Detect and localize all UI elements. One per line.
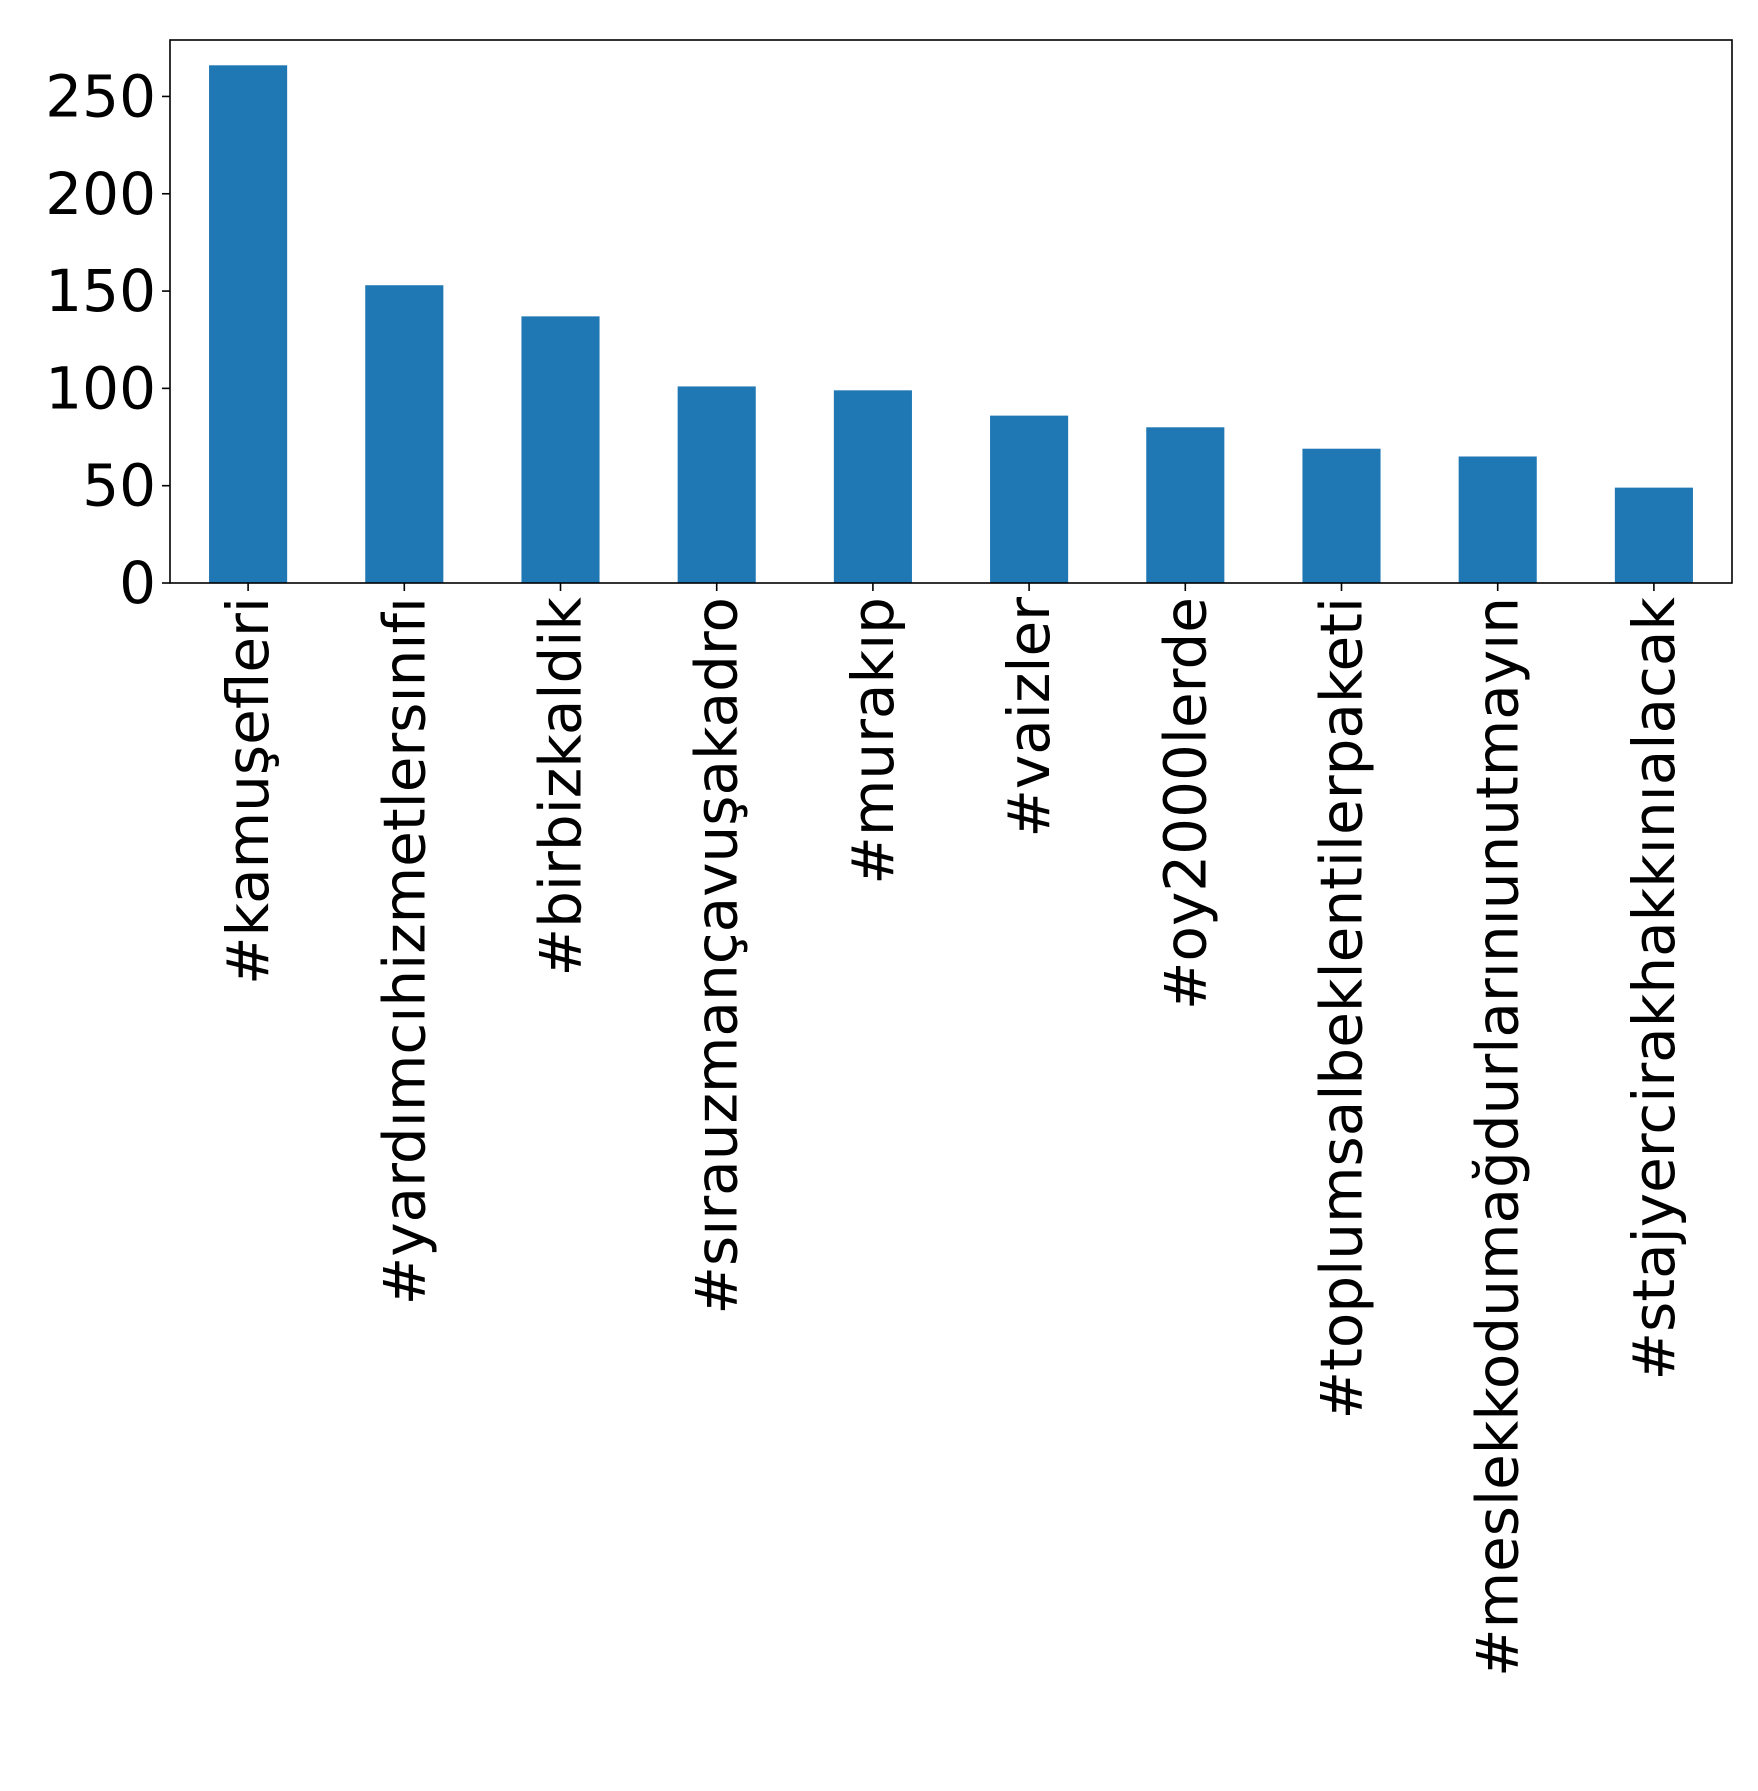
bar-2: [521, 316, 600, 583]
x-tick-label-5: #vaizler: [995, 597, 1063, 838]
bar-4: [833, 390, 912, 583]
x-tick-label-2: #birbizkaldik: [527, 597, 595, 977]
x-tick-label-3: #sırauzmançavuşakadro: [683, 597, 751, 1315]
x-axis: #kamuşefleri #yardımcıhizmetlersınıfı #bir…: [214, 583, 1688, 1677]
y-tick-label-5: 250: [45, 62, 156, 130]
y-tick-label-0: 0: [119, 549, 156, 617]
bar-5: [990, 415, 1069, 583]
bar-1: [365, 285, 444, 583]
plot-frame: [169, 39, 1733, 584]
y-tick-label-2: 100: [45, 354, 156, 422]
y-tick-label-3: 150: [45, 257, 156, 325]
bar-3: [677, 386, 756, 583]
bar-6: [1146, 427, 1225, 583]
bar-0: [209, 65, 288, 583]
x-tick-label-7: #toplumsalbeklentilerpaketi: [1308, 597, 1376, 1419]
bar-7: [1302, 448, 1381, 583]
y-axis: 0 50 100 150 200 250: [45, 62, 170, 617]
bar-9: [1614, 487, 1693, 583]
x-tick-label-8: #meslekkodumağdurlarınıunutmayın: [1464, 597, 1532, 1677]
x-tick-label-9: #stajyercirakhakkınıalacak: [1620, 597, 1688, 1381]
y-tick-label-1: 50: [82, 452, 156, 520]
x-tick-label-6: #oy2000lerde: [1151, 597, 1219, 1010]
x-tick-label-4: #murakıp: [839, 597, 907, 885]
x-tick-label-0: #kamuşefleri: [214, 597, 282, 985]
y-tick-label-4: 200: [45, 160, 156, 228]
bars-group: [209, 65, 1693, 583]
bar-8: [1458, 456, 1537, 583]
x-tick-label-1: #yardımcıhizmetlersınıfı: [370, 597, 438, 1305]
